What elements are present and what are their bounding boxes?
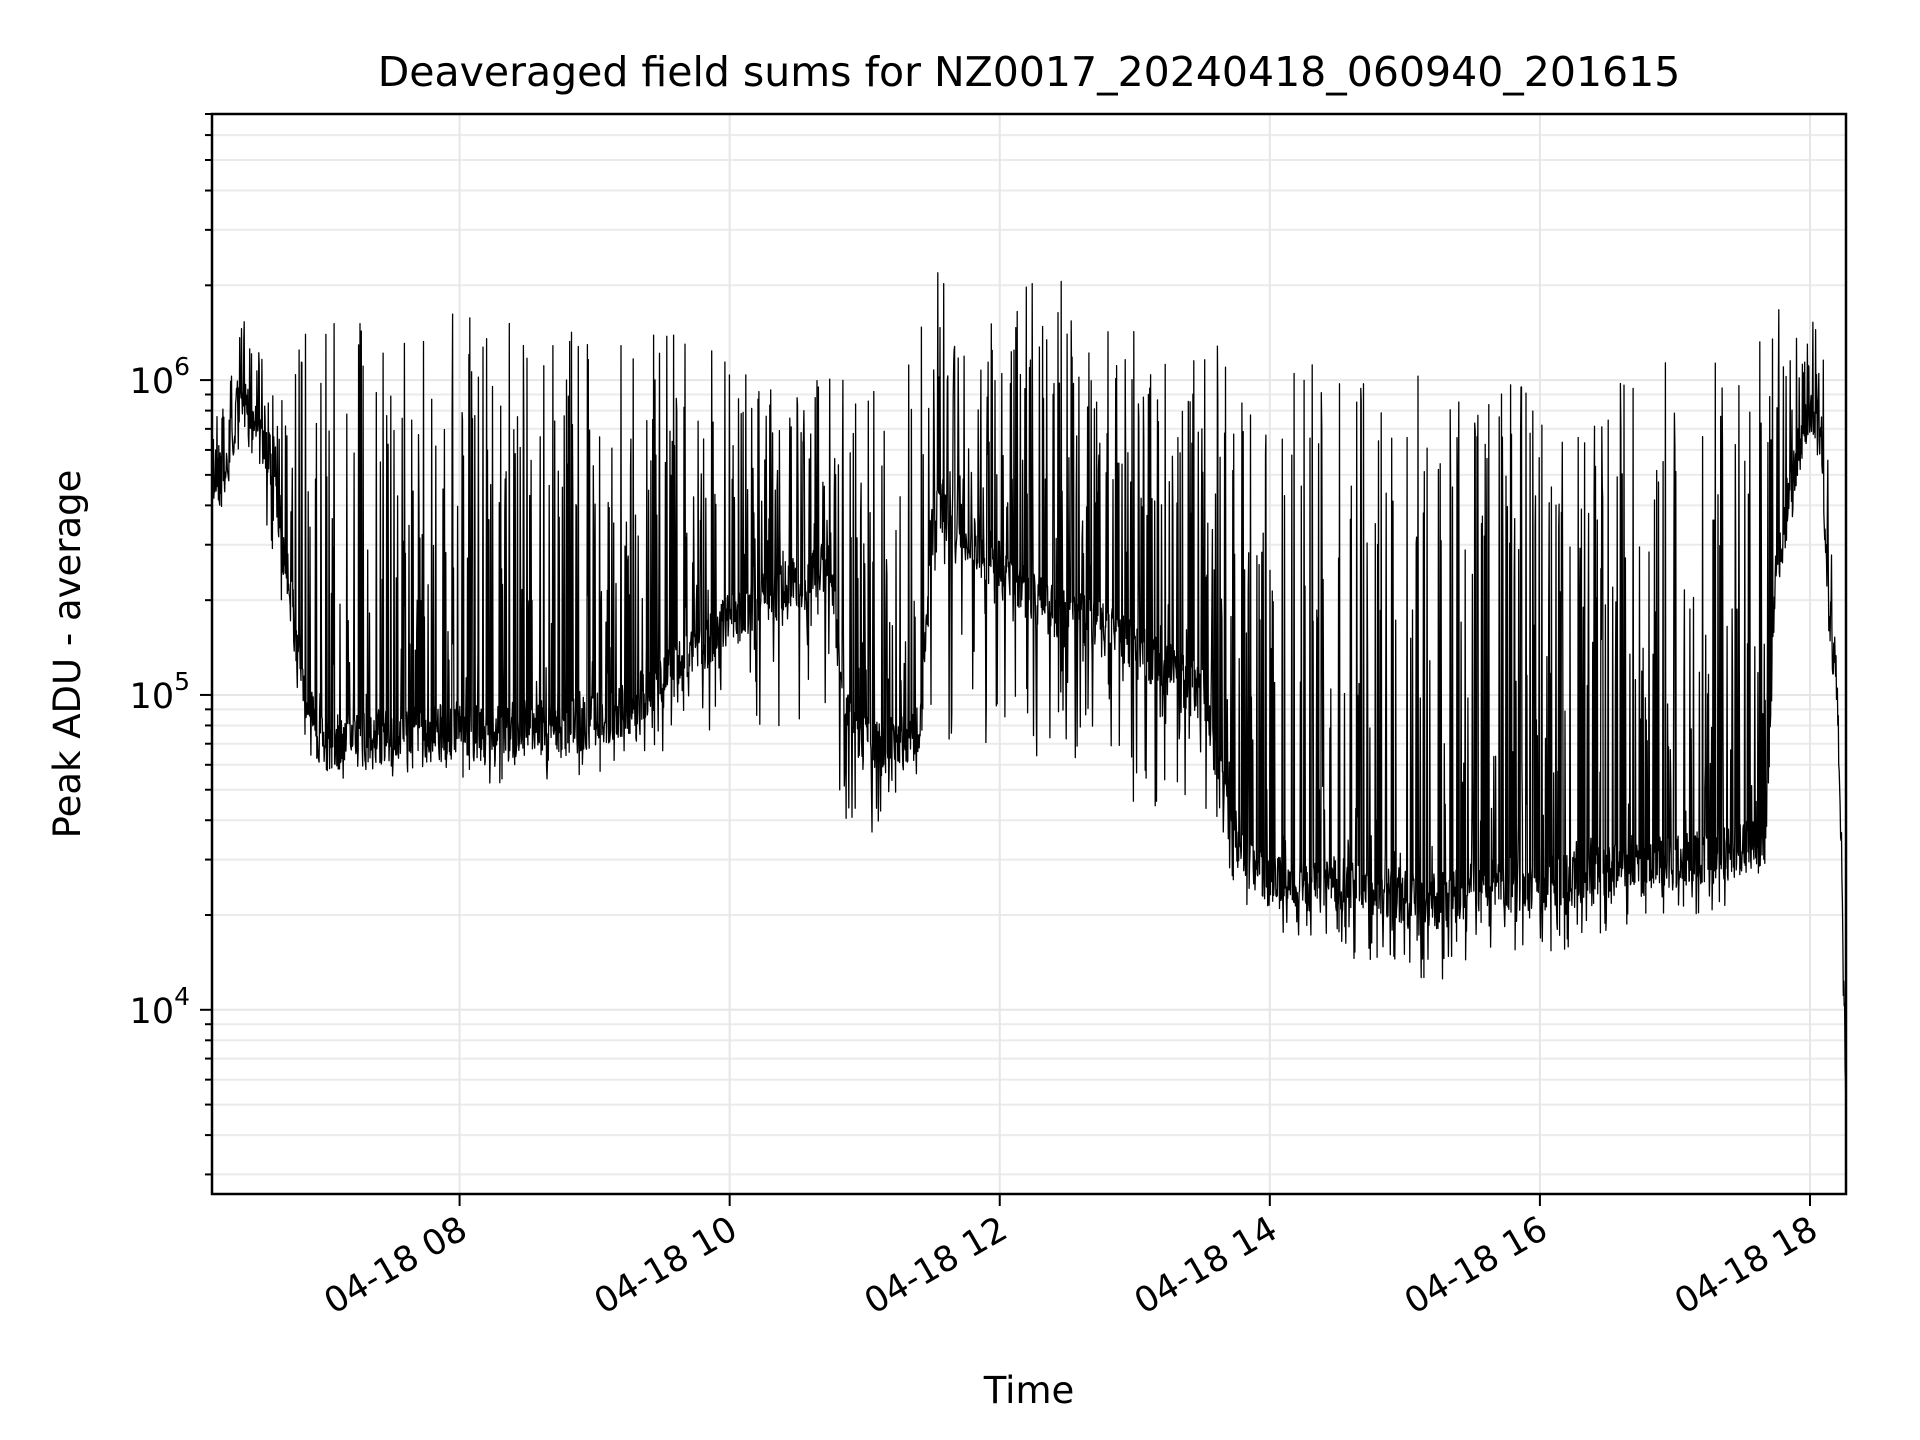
y-axis-label: Peak ADU - average	[46, 470, 89, 839]
y-tick-label: 105	[130, 667, 190, 717]
x-tick-label: 04-18 08	[318, 1209, 474, 1322]
chart-title: Deaveraged field sums for NZ0017_2024041…	[378, 48, 1681, 96]
x-axis-label: Time	[983, 1369, 1075, 1412]
x-axis-ticks: 04-18 08 04-18 10 04-18 12 04-18 14 04-18 16…	[318, 1194, 1824, 1322]
x-tick-label: 04-18 18	[1668, 1209, 1824, 1322]
x-tick-label: 04-18 14	[1128, 1209, 1284, 1322]
y-axis-ticks: 104 105 106	[130, 113, 212, 1176]
y-tick-label: 106	[130, 352, 190, 402]
x-tick-label: 04-18 12	[858, 1209, 1014, 1322]
y-tick-label: 104	[130, 982, 190, 1032]
x-tick-label: 04-18 10	[588, 1209, 744, 1322]
plot-frame	[210, 112, 1848, 1196]
data-series-line	[211, 272, 1847, 1129]
series-line	[211, 272, 1847, 1129]
x-tick-label: 04-18 16	[1398, 1209, 1554, 1322]
